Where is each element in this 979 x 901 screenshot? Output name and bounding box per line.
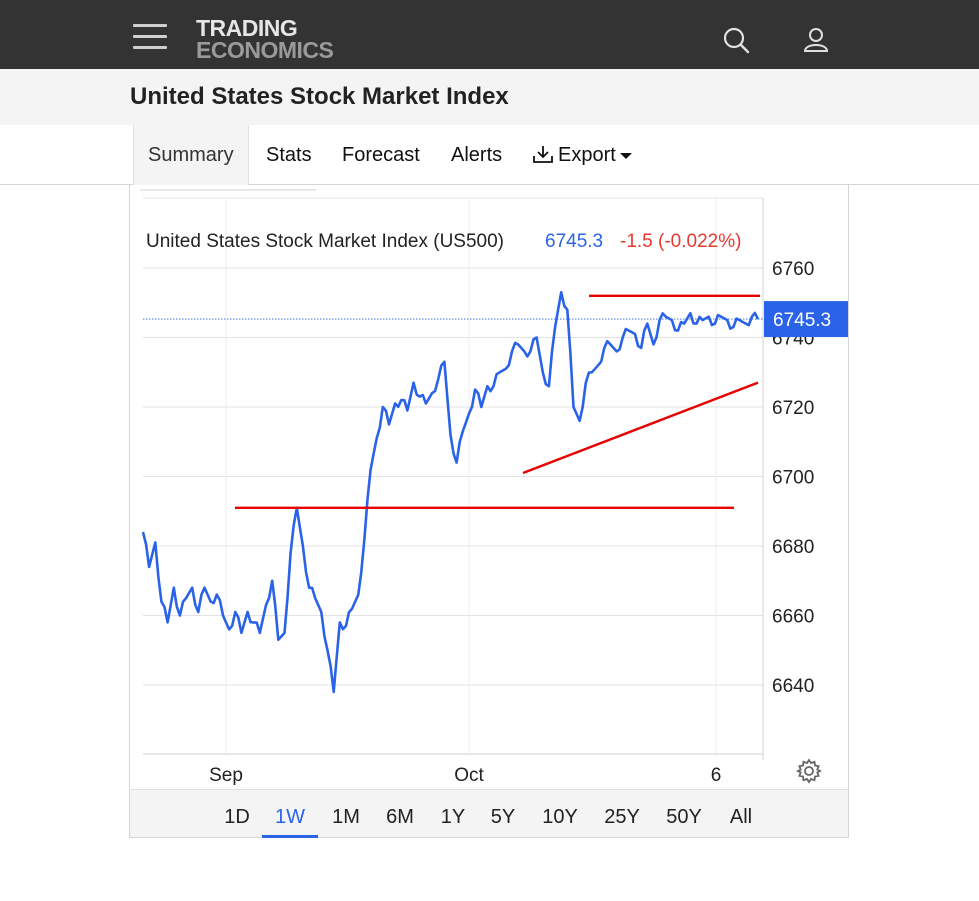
- range-1y-label: 1Y: [440, 806, 466, 828]
- tab-forecast-label: Forecast: [342, 144, 420, 166]
- x-tick-label: Oct: [454, 765, 484, 786]
- y-tick-label: 6660: [772, 607, 814, 628]
- tab-forecast[interactable]: Forecast: [342, 125, 420, 185]
- range-1m[interactable]: 1M: [326, 806, 366, 838]
- range-6m-label: 6M: [386, 806, 414, 828]
- range-10y[interactable]: 10Y: [538, 806, 582, 838]
- download-icon: [533, 146, 553, 163]
- range-1d[interactable]: 1D: [218, 806, 256, 838]
- x-axis-labels: Sep Oct 6: [209, 765, 721, 786]
- legend-series-name: United States Stock Market Index (US500): [146, 231, 504, 252]
- range-selector: 1D 1W 1M 6M 1Y 5Y 10Y 25Y 50Y All: [130, 789, 848, 838]
- page-title: United States Stock Market Index: [130, 83, 509, 110]
- x-tick-label: 6: [711, 765, 722, 786]
- range-25y-label: 25Y: [604, 806, 640, 828]
- tab-bar: Summary Stats Forecast Alerts Export: [0, 125, 979, 185]
- menu-icon[interactable]: [133, 22, 167, 52]
- y-tick-label: 6700: [772, 468, 814, 489]
- last-price-badge: 6745.3: [764, 301, 848, 338]
- range-1m-label: 1M: [332, 806, 360, 828]
- legend-last-value: 6745.3: [545, 231, 603, 252]
- gear-icon[interactable]: [796, 758, 822, 784]
- brand-line1: TRADING: [196, 15, 298, 41]
- range-10y-label: 10Y: [542, 806, 578, 828]
- title-band: United States Stock Market Index: [0, 69, 979, 125]
- y-tick-label: 6680: [772, 537, 814, 558]
- range-1w[interactable]: 1W: [262, 806, 318, 838]
- range-5y[interactable]: 5Y: [486, 806, 520, 838]
- brand-line2: ECONOMICS: [196, 37, 334, 63]
- search-icon[interactable]: [721, 25, 751, 55]
- range-1y[interactable]: 1Y: [436, 806, 470, 838]
- chart-grid: [143, 198, 763, 754]
- last-price-badge-text: 6745.3: [773, 310, 831, 331]
- tab-alerts[interactable]: Alerts: [451, 125, 502, 185]
- trend-annotations: [235, 294, 760, 509]
- tab-export-label: Export: [558, 144, 616, 166]
- range-1w-label: 1W: [275, 806, 305, 828]
- tab-stats[interactable]: Stats: [266, 125, 312, 185]
- series-line: [141, 291, 760, 694]
- user-icon[interactable]: [801, 25, 831, 55]
- chevron-down-icon: [619, 152, 632, 159]
- range-6m[interactable]: 6M: [380, 806, 420, 838]
- brand-logo[interactable]: TRADING ECONOMICS: [196, 15, 334, 63]
- tab-summary-label: Summary: [148, 144, 234, 166]
- y-tick-label: 6720: [772, 398, 814, 419]
- tab-export[interactable]: Export: [532, 125, 632, 185]
- chart-panel: United States Stock Market Index (US500)…: [129, 185, 849, 838]
- chart-legend: United States Stock Market Index (US500)…: [146, 231, 741, 252]
- legend-change: -1.5 (-0.022%): [620, 231, 741, 252]
- range-all-label: All: [729, 806, 753, 828]
- tab-summary[interactable]: Summary: [133, 125, 249, 185]
- price-chart[interactable]: United States Stock Market Index (US500)…: [130, 185, 850, 789]
- range-25y[interactable]: 25Y: [600, 806, 644, 838]
- last-price-badge-bg: [764, 301, 848, 338]
- tab-alerts-label: Alerts: [451, 144, 503, 166]
- support-trendline: [522, 381, 759, 475]
- y-tick-label: 6640: [772, 676, 814, 697]
- top-navbar: TRADING ECONOMICS: [0, 0, 979, 69]
- tab-stats-label: Stats: [266, 144, 312, 166]
- x-tick-label: Sep: [209, 765, 243, 786]
- range-5y-label: 5Y: [490, 806, 516, 828]
- y-tick-label: 6760: [772, 259, 814, 280]
- range-50y-label: 50Y: [666, 806, 702, 828]
- range-1d-label: 1D: [224, 806, 250, 828]
- range-50y[interactable]: 50Y: [662, 806, 706, 838]
- range-all[interactable]: All: [724, 806, 758, 838]
